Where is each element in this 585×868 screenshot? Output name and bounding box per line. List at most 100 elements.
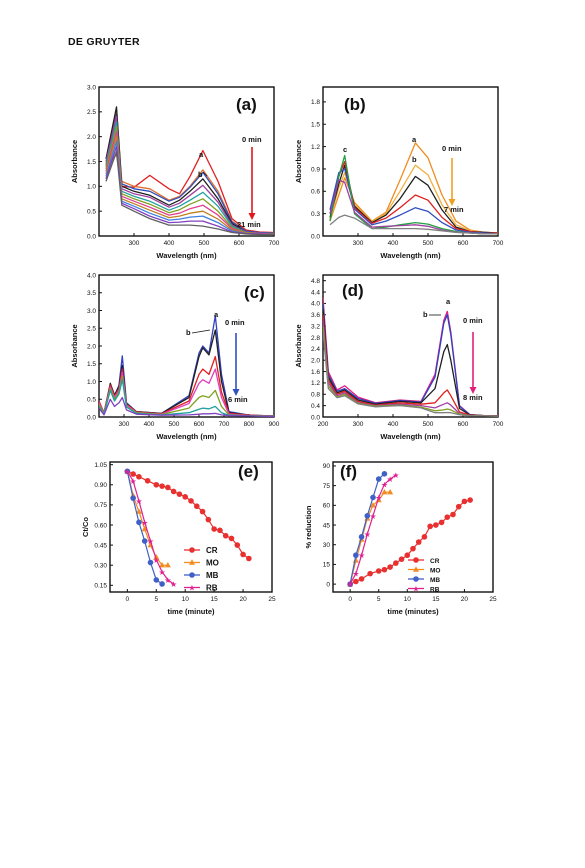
curve-label-a: a [412,135,417,144]
data-point [353,552,359,559]
series-line-7 [329,214,498,235]
y-tick-label: 0.5 [87,208,96,215]
y-tick-label: 4.0 [311,301,320,308]
legend-marker [189,547,195,553]
data-point [410,545,416,552]
data-point [381,489,388,495]
data-point [188,498,194,504]
x-axis-label: Wavelength (nm) [380,432,441,441]
y-tick-label: 3.2 [311,323,320,330]
y-axis-label: Ct/Co [81,517,90,537]
series-group [99,315,274,417]
data-point [240,551,246,558]
y-tick-label: 1.5 [87,361,96,368]
x-tick-label: 400 [388,421,399,428]
y-tick-label: 1.8 [311,99,320,106]
series-group [323,297,498,417]
series-line-b [323,309,498,417]
x-tick-label: 20 [239,596,247,603]
chart-panel-5: 0 5 10 15 20 25 0.15 0.30 0.45 0.60 0.75 0.90 1.05 ti… [81,461,276,616]
data-point [433,522,439,528]
data-point [404,552,411,559]
y-tick-label: 1.5 [311,122,320,129]
y-tick-label: 1.05 [94,462,107,469]
legend: CR MO MB ★ RB [184,546,219,593]
y-tick-label: 0.90 [94,482,107,489]
y-tick-label: 60 [323,503,331,510]
data-point [222,532,229,539]
x-tick-label: 500 [423,240,434,247]
series-line-MB [349,473,385,585]
x-tick-label: 700 [269,240,280,247]
y-tick-label: 3.6 [311,312,320,319]
y-tick-label: 0.0 [311,233,320,240]
x-axis-label: time (minutes) [387,607,439,616]
data-point [370,502,376,508]
x-tick-label: 500 [169,421,180,428]
data-point: ★ [387,475,394,484]
curve-label-c: c [343,145,347,154]
x-tick-label: 20 [461,596,469,603]
data-point [144,477,151,484]
data-point: ★ [381,480,388,489]
y-tick-label: 0.6 [311,189,320,196]
x-tick-label: 400 [164,240,175,247]
curve-label-b: b [186,328,191,337]
x-axis-label: time (minute) [167,607,215,616]
data-point [153,553,160,560]
y-tick-label: 15 [323,562,331,569]
y-tick-label: 2.8 [311,335,320,342]
time-start-label: 0 min [442,144,462,153]
data-point [136,473,142,480]
legend-label: MB [206,571,219,580]
time-arrow-head [469,387,477,394]
x-tick-label: 600 [458,421,469,428]
data-point [358,534,365,540]
data-point [358,576,365,582]
chart-panel-4: 200 300 400 500 600 700 0.0 0.4 0.8 1.2 1.6 2.0 2.4 2… [294,274,504,441]
x-tick-label: 400 [144,421,155,428]
y-tick-label: 4.8 [311,278,320,285]
data-point: ★ [158,568,165,577]
data-point [353,578,359,585]
legend-label: CR [430,558,440,565]
legend-label: MO [206,559,219,568]
data-point [246,555,252,562]
plot-frame [322,86,499,237]
data-point [393,560,399,566]
plot-frame [332,461,494,593]
y-tick-label: 0.0 [87,414,96,421]
series-line-3 [323,314,498,417]
x-tick-label: 700 [219,421,230,428]
y-tick-label: 3.0 [87,84,96,91]
data-point [438,519,445,526]
x-tick-label: 15 [211,596,219,603]
legend-marker [413,566,419,572]
chart-panel-3: 300 400 500 600 700 800 900 0.0 0.5 1.0 1.5 2.0 2.5 3… [70,272,280,441]
data-point: ★ [130,477,137,486]
time-end-label: 6 min [228,395,248,404]
y-tick-label: 0.45 [94,542,107,549]
y-tick-label: 0 [326,581,330,588]
x-tick-label: 900 [269,421,280,428]
y-axis-label: Absorbance [70,140,79,183]
y-tick-label: 30 [323,542,331,549]
series-line-a [329,142,498,234]
data-point: ★ [375,493,382,502]
curve-label-a: a [199,150,204,159]
data-point: ★ [369,512,376,521]
chart-panel-2: 300 400 500 600 700 0.0 0.3 0.6 0.9 1.2 1.5 1.8 Wave… [294,86,504,260]
data-point [461,498,468,505]
curve-label-leader [191,329,211,334]
data-point [455,503,462,510]
y-tick-label: 0.5 [87,397,96,404]
data-point [159,561,166,568]
data-point [205,516,212,523]
series-line-3 [105,106,274,235]
y-tick-label: 1.6 [311,369,320,376]
y-tick-label: 0.75 [94,502,107,509]
x-tick-label: 800 [244,421,255,428]
data-point [421,534,428,540]
series-line-1 [105,108,274,234]
data-point [193,503,200,510]
